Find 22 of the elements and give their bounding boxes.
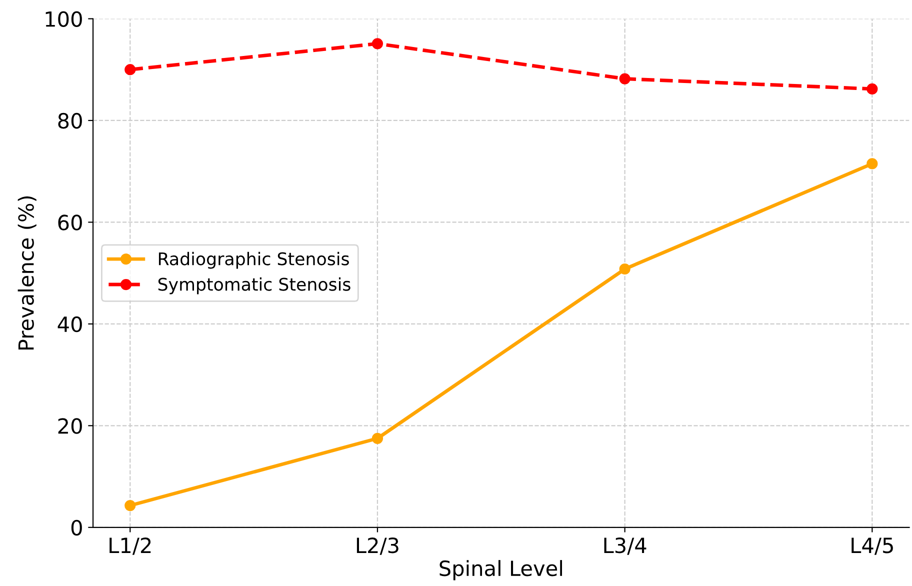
legend-label: Symptomatic Stenosis	[158, 277, 350, 294]
y-tick-label: 100	[46, 11, 82, 27]
x-tick-label: L2/3	[356, 537, 398, 555]
y-axis-title: Prevalence (%)	[18, 196, 36, 350]
y-tick-label: 0	[71, 520, 82, 536]
y-tick-label: 40	[58, 316, 82, 332]
point	[124, 500, 136, 512]
point	[619, 263, 630, 275]
point	[619, 73, 630, 84]
y-tick-label: 80	[58, 112, 82, 129]
point	[372, 38, 384, 50]
x-tick-label: L3/4	[604, 537, 646, 555]
point	[124, 64, 136, 76]
y-tick-label: 20	[58, 418, 82, 434]
point	[372, 432, 384, 444]
legend-label: Radiographic Stenosis	[158, 252, 349, 269]
x-tick-label: L4/5	[852, 538, 893, 555]
x-axis-title: Spinal Level	[440, 560, 562, 580]
x-tick-label: L1/2	[110, 537, 151, 555]
point	[866, 83, 878, 94]
point	[866, 158, 878, 170]
y-tick-label: 60	[58, 214, 82, 230]
